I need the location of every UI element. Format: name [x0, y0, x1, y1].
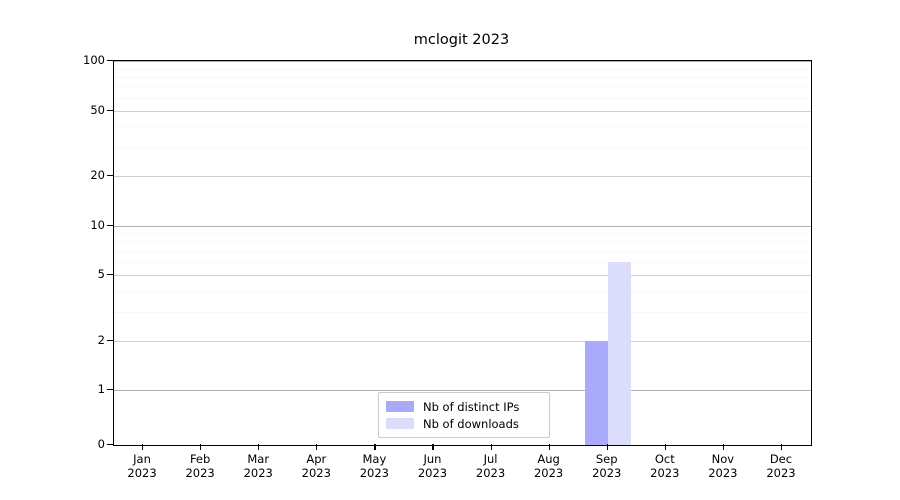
legend-swatch [386, 418, 414, 429]
x-tick-year: 2023 [650, 466, 680, 480]
gridline-major [114, 176, 811, 177]
y-tick-mark [107, 339, 113, 341]
x-tick-month: Mar [247, 452, 270, 466]
gridline-minor [114, 291, 811, 293]
x-tick-year: 2023 [592, 466, 622, 480]
x-tick-month: Nov [711, 452, 735, 466]
gridline-minor [114, 311, 811, 313]
x-tick-month: Sep [595, 452, 618, 466]
legend-swatch [386, 401, 414, 412]
x-tick-mark [606, 444, 608, 450]
x-tick-year: 2023 [417, 466, 448, 480]
x-tick-month: Jul [483, 452, 498, 466]
x-tick-label-jun: Jun 2023 [402, 452, 462, 480]
gridline-major [114, 275, 811, 277]
x-tick-label-apr: Apr 2023 [286, 452, 346, 480]
x-tick-mark [664, 444, 666, 450]
gridline-minor [114, 262, 811, 264]
x-tick-year: 2023 [127, 466, 157, 480]
x-tick-year: 2023 [359, 466, 390, 480]
gridline-major [114, 390, 811, 392]
gridline-minor [114, 76, 811, 78]
x-tick-mark [432, 444, 434, 450]
chart-legend: Nb of distinct IPs Nb of downloads [378, 392, 550, 438]
gridline-major [114, 61, 811, 62]
x-tick-mark [200, 444, 202, 450]
chart-title: mclogit 2023 [413, 32, 510, 48]
plot-area [113, 60, 812, 446]
x-tick-label-jul: Jul 2023 [461, 452, 521, 480]
x-tick-label-aug: Aug 2023 [519, 452, 579, 480]
y-tick-label: 100 [83, 53, 105, 67]
x-tick-mark [780, 444, 783, 450]
x-tick-year: 2023 [301, 466, 331, 480]
legend-label: Nb of downloads [423, 416, 519, 431]
x-tick-mark [316, 444, 318, 450]
gridline-minor [114, 241, 811, 243]
gridline-major [114, 110, 811, 112]
gridline-minor [114, 233, 811, 235]
x-tick-month: Apr [306, 452, 327, 466]
x-tick-label-oct: Oct 2023 [635, 452, 695, 480]
y-tick-mark [107, 109, 113, 111]
x-tick-label-jan: Jan 2023 [112, 452, 172, 480]
y-tick-mark [107, 224, 113, 226]
x-tick-month: May [362, 452, 387, 466]
x-tick-month: Aug [537, 452, 560, 466]
legend-item[interactable]: Nb of distinct IPs [386, 398, 542, 415]
x-tick-year: 2023 [766, 466, 796, 480]
y-tick-label: 50 [90, 102, 105, 117]
y-tick-mark [107, 389, 113, 391]
x-tick-label-may: May 2023 [344, 452, 404, 480]
x-tick-mark [142, 444, 144, 450]
legend-item[interactable]: Nb of downloads [386, 415, 542, 432]
x-tick-month: Oct [654, 452, 675, 466]
gridline-minor [114, 251, 811, 253]
x-tick-month: Jan [133, 452, 151, 466]
gridline-minor [114, 126, 811, 128]
x-tick-year: 2023 [475, 466, 506, 480]
x-tick-label-nov: Nov 2023 [693, 452, 753, 480]
gridline-minor [114, 86, 811, 88]
y-tick-label: 20 [90, 168, 105, 182]
gridline-major [114, 225, 811, 227]
x-tick-mark [258, 444, 260, 450]
y-tick-label: 0 [97, 437, 105, 451]
y-tick-label: 5 [97, 267, 105, 282]
gridline-minor [114, 97, 811, 99]
x-tick-label-sep: Sep 2023 [577, 452, 637, 480]
x-tick-label-dec: Dec 2023 [751, 452, 811, 480]
x-tick-year: 2023 [185, 466, 215, 480]
y-tick-mark [107, 274, 113, 276]
x-tick-mark [374, 444, 376, 450]
y-tick-mark [107, 175, 113, 177]
gridline-minor [114, 147, 811, 149]
x-tick-label-feb: Feb 2023 [170, 452, 230, 480]
x-tick-mark [548, 444, 550, 450]
bar-sep-2023-distinct-ips [584, 340, 608, 445]
gridline-major [114, 340, 811, 342]
bar-sep-2023-downloads [607, 262, 631, 445]
y-tick-label: 10 [90, 217, 105, 232]
x-tick-label-mar: Mar 2023 [228, 452, 288, 480]
y-tick-mark [107, 60, 113, 62]
x-tick-year: 2023 [243, 466, 273, 480]
gridline-minor [114, 68, 811, 70]
x-tick-month: Dec [769, 452, 793, 466]
x-tick-mark [722, 444, 725, 450]
x-tick-year: 2023 [708, 466, 738, 480]
y-tick-label: 1 [97, 382, 105, 397]
x-tick-month: Jun [423, 452, 442, 466]
x-tick-year: 2023 [533, 466, 564, 480]
legend-label: Nb of distinct IPs [423, 399, 520, 414]
y-tick-mark [107, 444, 113, 446]
x-tick-mark [490, 444, 492, 450]
x-tick-month: Feb [189, 452, 211, 466]
y-tick-label: 2 [97, 332, 105, 347]
